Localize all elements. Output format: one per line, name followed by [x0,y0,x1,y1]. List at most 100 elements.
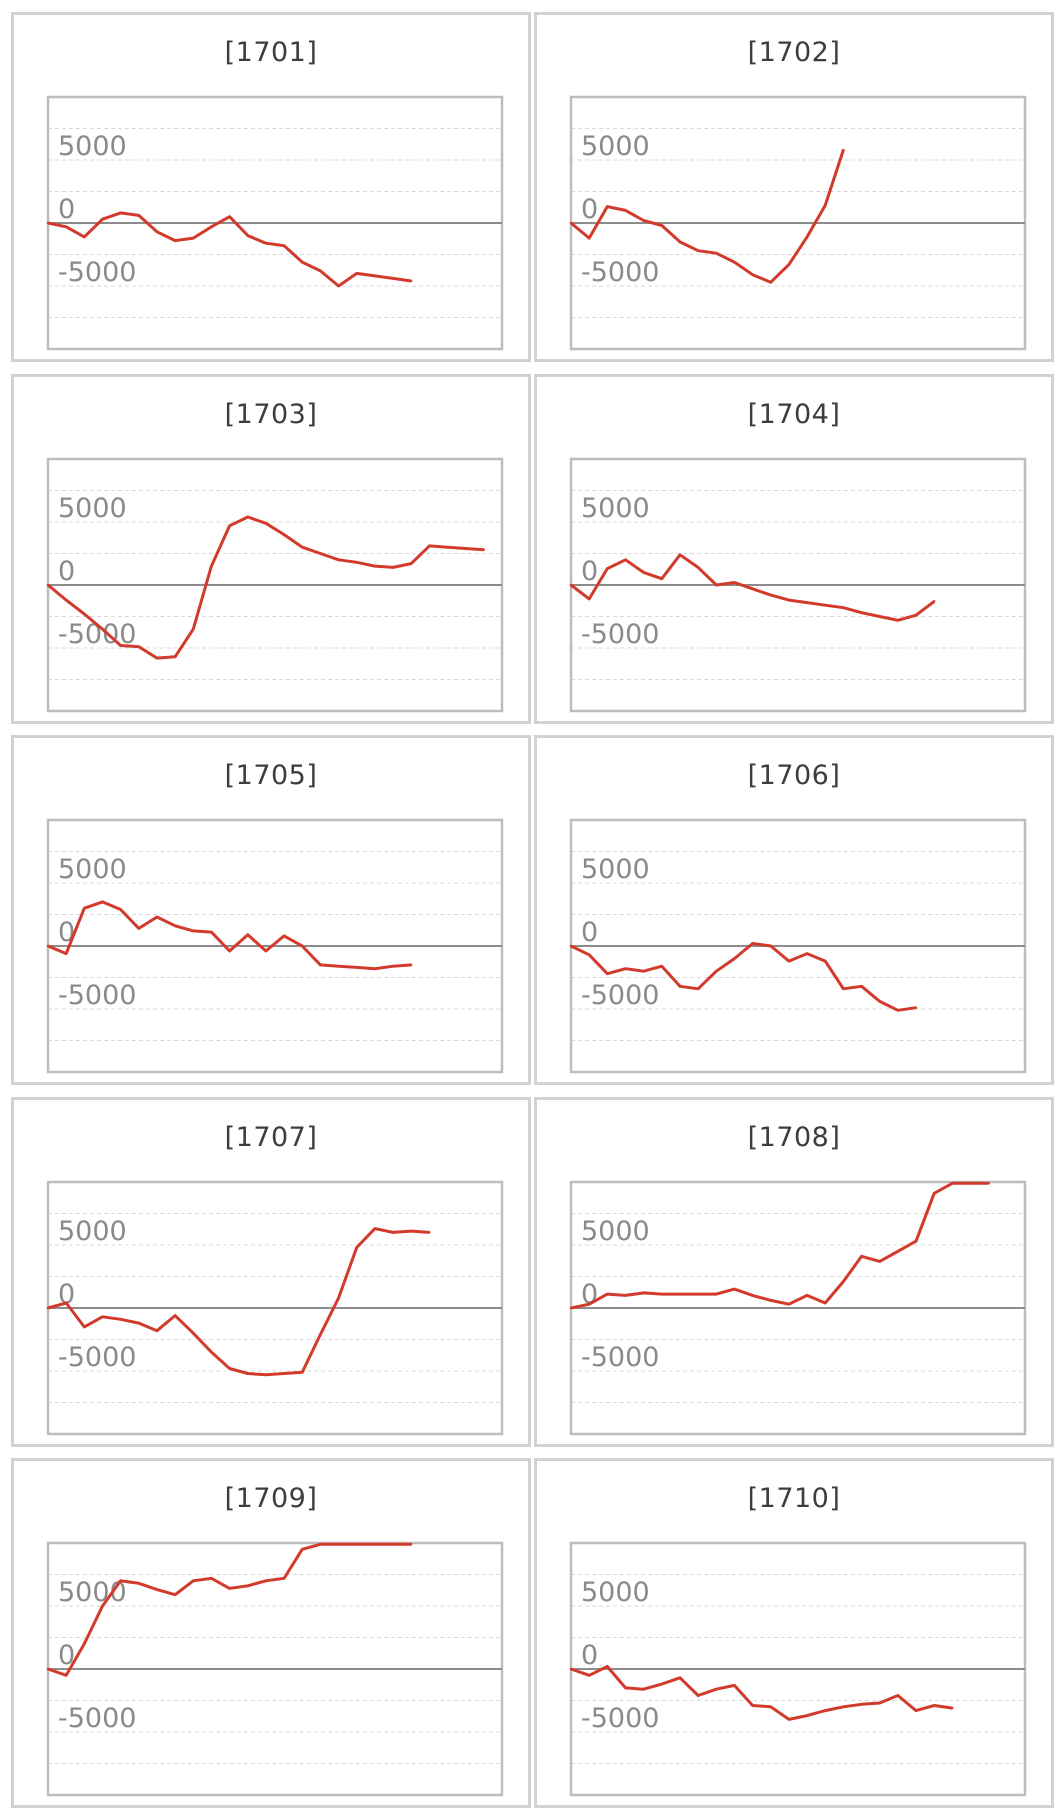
data-point [137,645,140,648]
data-point [860,611,863,614]
data-point [173,924,177,928]
data-point [373,1227,377,1230]
data-point [64,1674,68,1677]
data-point [933,1704,936,1707]
data-point [410,963,413,967]
data-point [860,1255,863,1258]
data-point [264,522,268,525]
data-point [192,1332,195,1335]
data-point [337,964,340,968]
data-point [914,614,918,617]
y-tick-label: 5000 [581,854,650,885]
data-point [733,957,736,960]
data-point [228,524,231,527]
data-point [64,598,68,602]
data-point [192,929,195,933]
data-point [246,515,249,519]
data-point [987,1182,990,1185]
data-point [660,577,663,580]
chart-title: [1708] [747,1122,841,1153]
y-tick-label: -5000 [58,257,136,288]
data-point [678,1292,682,1296]
chart-title: [1702] [747,37,841,68]
chart-panel-8: [1708] 5000 0 -5000 [534,1097,1054,1447]
data-point [606,567,609,570]
data-point [805,1714,809,1717]
y-tick-label: 5000 [58,1577,127,1608]
data-point [642,219,645,222]
data-point [246,933,249,936]
chart-panel-3: [1703] 5000 0 -5000 [11,374,531,724]
data-point [137,927,140,930]
data-point [624,1686,627,1690]
data-point [842,148,845,152]
data-point [715,252,718,255]
data-point [355,272,358,275]
data-point [355,561,358,564]
data-point [587,236,591,240]
data-point [428,544,431,548]
series-line [570,1665,953,1721]
data-point [282,1372,286,1375]
series-line [47,515,484,660]
data-point [660,1682,663,1686]
data-point [64,1301,68,1305]
data-point [696,566,700,569]
y-tick-label: -5000 [581,1342,659,1373]
data-point [606,1665,609,1668]
data-point [228,215,231,218]
data-point [769,944,772,948]
data-point [119,211,122,215]
y-tick-label: -5000 [58,980,136,1011]
data-point [137,1321,140,1325]
data-point [914,1006,918,1009]
data-point [83,907,86,910]
data-point [337,558,340,561]
data-point [210,1350,213,1354]
data-point [769,1299,772,1302]
data-point [173,1593,177,1596]
data-point [410,1229,413,1233]
series-line [47,1542,412,1677]
data-point [769,281,772,284]
data-point [264,1373,268,1376]
data-point [787,1718,791,1721]
data-point [914,1709,918,1712]
data-point [896,619,900,622]
data-point [824,959,827,963]
chart-title: [1705] [224,760,318,791]
y-tick-label: -5000 [581,619,659,650]
data-point [246,234,249,237]
data-point [842,987,845,991]
y-tick-label: 5000 [58,1216,127,1247]
data-point [64,952,68,955]
data-point [83,1642,86,1645]
data-point [733,1287,736,1291]
data-point [83,1325,86,1329]
data-point [696,249,700,252]
y-tick-label: 5000 [581,1577,650,1608]
chart-panel-2: [1702] 5000 0 -5000 [534,12,1054,362]
data-point [319,552,322,555]
chart-svg: 5000 0 -5000 [569,818,1027,1074]
data-point [678,240,682,244]
data-point [355,966,358,969]
data-point [587,953,591,957]
y-tick-label: -5000 [58,1703,136,1734]
data-point [119,908,122,911]
data-point [824,204,827,207]
data-point [391,1543,395,1546]
y-tick-label: 5000 [58,854,127,885]
data-point [482,548,486,551]
data-point [355,1246,358,1249]
data-point [337,284,340,288]
data-point [83,612,86,616]
data-point [606,205,609,208]
data-point [428,1231,431,1234]
data-point [642,1687,645,1691]
series-line [570,1181,989,1310]
chart-panel-7: [1707] 5000 0 -5000 [11,1097,531,1447]
data-point [337,1296,340,1300]
y-tick-label: 5000 [581,131,650,162]
